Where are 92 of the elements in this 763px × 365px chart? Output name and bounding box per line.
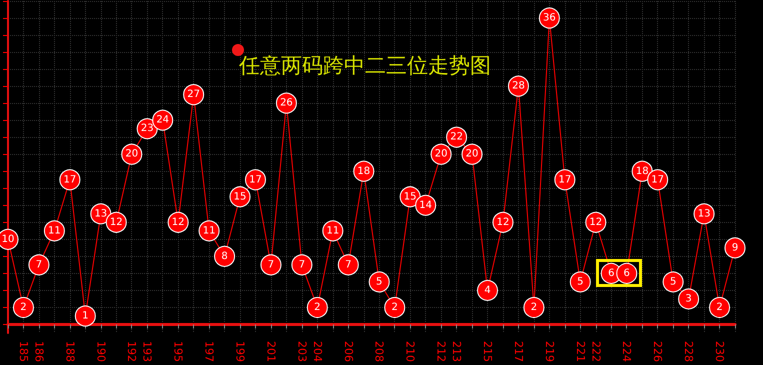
x-tick-label: 224 bbox=[620, 341, 634, 362]
point bbox=[306, 296, 328, 318]
x-tick-label: 186 bbox=[32, 341, 46, 362]
data-label: 6 bbox=[624, 268, 630, 279]
data-label: 22 bbox=[450, 132, 463, 143]
data-label: 18 bbox=[357, 166, 370, 177]
data-label: 9 bbox=[732, 242, 738, 254]
x-tick-label: 210 bbox=[404, 341, 417, 362]
data-label: 12 bbox=[496, 216, 510, 228]
x-tick-label: 185 bbox=[16, 341, 30, 362]
x-tick-label: 217 bbox=[512, 341, 525, 362]
point bbox=[709, 296, 730, 318]
point bbox=[214, 246, 236, 267]
point bbox=[291, 254, 312, 276]
data-label: 10 bbox=[2, 234, 14, 245]
x-tick-label: 188 bbox=[63, 341, 76, 362]
x-tick-label: 230 bbox=[713, 341, 726, 362]
point bbox=[368, 271, 390, 292]
x-tick-label: 228 bbox=[682, 341, 696, 362]
data-label: 17 bbox=[558, 174, 572, 186]
data-label: 1 bbox=[82, 310, 89, 322]
data-label: 4 bbox=[484, 284, 491, 296]
x-tick-label: 206 bbox=[342, 341, 355, 362]
data-label: 12 bbox=[172, 216, 185, 228]
data-label: 13 bbox=[94, 208, 108, 220]
data-label: 6 bbox=[608, 268, 614, 279]
data-label: 12 bbox=[110, 216, 123, 228]
data-label: 11 bbox=[202, 225, 216, 236]
point bbox=[338, 254, 359, 276]
data-label: 7 bbox=[268, 259, 274, 270]
data-label: 15 bbox=[404, 191, 417, 202]
x-tick-label: 204 bbox=[310, 341, 324, 362]
x-tick-label: 193 bbox=[140, 341, 154, 362]
x-tick-label: 219 bbox=[542, 341, 556, 362]
data-label: 13 bbox=[698, 208, 710, 220]
point bbox=[477, 280, 498, 301]
data-label: 18 bbox=[636, 166, 649, 177]
point bbox=[724, 237, 746, 258]
data-label: 2 bbox=[20, 302, 27, 313]
data-label: 20 bbox=[125, 148, 138, 160]
point bbox=[74, 305, 96, 326]
point bbox=[384, 296, 406, 318]
data-label: 28 bbox=[512, 80, 525, 92]
data-label: 17 bbox=[249, 174, 262, 186]
data-label: 2 bbox=[530, 302, 538, 313]
data-label: 3 bbox=[685, 293, 692, 304]
x-tick-label: 203 bbox=[295, 341, 308, 362]
text: 任意两码跨中二三位走势图 bbox=[238, 54, 491, 78]
x-tick-label: 195 bbox=[172, 341, 185, 362]
data-label: 7 bbox=[345, 259, 352, 270]
data-label: 17 bbox=[64, 174, 76, 186]
x-tick-label: 215 bbox=[481, 341, 494, 362]
data-label: 2 bbox=[314, 302, 321, 313]
data-label: 7 bbox=[36, 259, 42, 270]
point bbox=[260, 254, 282, 276]
data-label: 20 bbox=[434, 148, 448, 160]
x-tick-label: 222 bbox=[589, 341, 602, 362]
x-tick-label: 226 bbox=[651, 341, 664, 362]
point bbox=[12, 296, 34, 318]
data-label: 5 bbox=[577, 276, 584, 288]
data-label: 8 bbox=[221, 250, 228, 262]
point bbox=[523, 296, 544, 318]
x-tick-label: 213 bbox=[450, 341, 464, 362]
point bbox=[662, 271, 684, 292]
data-label: 5 bbox=[376, 276, 382, 288]
data-label: 11 bbox=[48, 225, 61, 236]
data-label: 12 bbox=[589, 216, 602, 228]
data-label: 7 bbox=[298, 259, 306, 270]
point bbox=[678, 288, 700, 310]
data-label: 26 bbox=[280, 98, 293, 109]
data-label: 14 bbox=[419, 200, 432, 211]
x-tick-label: 199 bbox=[234, 341, 247, 362]
x-tick-label: 221 bbox=[574, 341, 587, 362]
x-tick-label: 197 bbox=[202, 341, 216, 362]
data-label: 27 bbox=[187, 89, 200, 100]
data-label: 17 bbox=[651, 174, 664, 186]
data-label: 2 bbox=[392, 302, 398, 313]
data-label: 5 bbox=[670, 276, 676, 288]
x-tick-label: 190 bbox=[94, 341, 108, 362]
data-label: 15 bbox=[234, 191, 246, 202]
x-tick-label: 201 bbox=[264, 341, 278, 362]
data-label: 36 bbox=[543, 12, 556, 24]
data-label: 20 bbox=[466, 148, 478, 160]
data-label: 23 bbox=[140, 123, 154, 134]
point bbox=[28, 254, 50, 276]
data-label: 11 bbox=[326, 225, 340, 236]
data-label: 24 bbox=[156, 114, 170, 126]
data-label: 2 bbox=[716, 302, 723, 313]
point bbox=[570, 271, 591, 292]
x-tick-label: 192 bbox=[125, 341, 138, 362]
x-tick-label: 212 bbox=[434, 341, 448, 362]
x-tick-label: 208 bbox=[372, 341, 386, 362]
